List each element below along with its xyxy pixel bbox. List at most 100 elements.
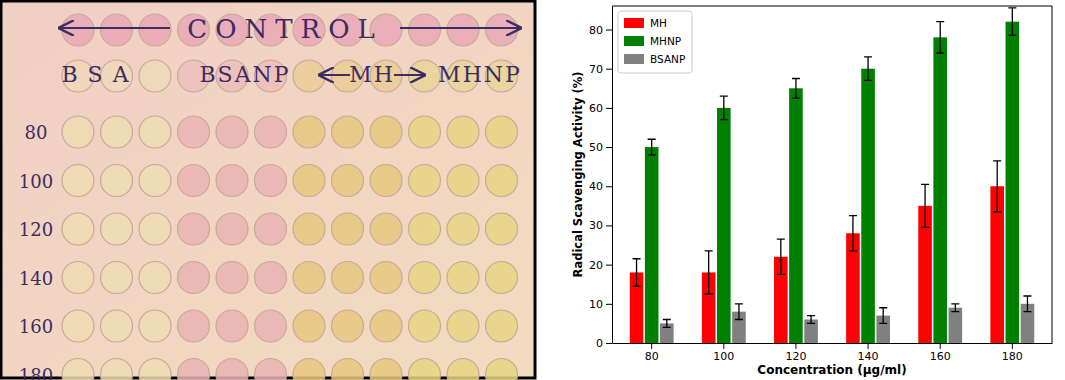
error-bar (720, 96, 728, 120)
legend: MHMHNPBSANP (618, 11, 692, 73)
y-tick-mark (606, 304, 612, 305)
plate-column-label: BSANP (199, 62, 290, 87)
well (255, 213, 287, 245)
x-axis-title: Concentration (µg/ml) (757, 363, 906, 377)
well (409, 262, 441, 294)
error-bar (951, 304, 959, 312)
legend-frame (618, 11, 692, 73)
bar (949, 308, 963, 343)
well (409, 165, 441, 197)
bar (645, 147, 659, 343)
y-tick-label: 60 (589, 102, 603, 115)
well (370, 116, 402, 148)
y-tick-mark (606, 69, 612, 70)
well (332, 262, 364, 294)
arrow (320, 74, 350, 76)
well (139, 213, 171, 245)
well (101, 262, 133, 294)
well (139, 116, 171, 148)
well (139, 60, 171, 92)
well (293, 310, 325, 342)
well (332, 310, 364, 342)
y-tick-label: 40 (589, 180, 603, 193)
well (409, 359, 441, 380)
y-tick-mark (606, 225, 612, 226)
well (255, 359, 287, 380)
y-tick: 80 (589, 24, 612, 37)
plate-row-label: 160 (19, 316, 53, 337)
plate-photo-frame (1, 1, 535, 378)
bar-series (630, 186, 1004, 343)
well (62, 116, 94, 148)
y-axis-line (612, 7, 613, 344)
well (447, 262, 479, 294)
figure: CONTROLBSABSANPMHMHNP8010012014016018001… (0, 0, 1065, 380)
well (332, 359, 364, 380)
y-tick: 50 (589, 141, 612, 154)
y-tick: 10 (589, 298, 612, 311)
error-bar (921, 184, 929, 227)
plate-row-label: 180 (19, 365, 53, 380)
error-bar (849, 216, 857, 251)
y-tick-mark (606, 343, 612, 344)
well (332, 116, 364, 148)
y-tick-label: 10 (589, 298, 603, 311)
x-tick-label: 80 (645, 350, 659, 363)
well (139, 262, 171, 294)
bar (717, 108, 731, 343)
error-bar (633, 259, 641, 286)
y-tick-mark (606, 147, 612, 148)
arrow (60, 27, 170, 29)
well (486, 116, 518, 148)
plate-panel: CONTROLBSABSANPMHMHNP80100120140160180 (1, 1, 535, 380)
well (409, 213, 441, 245)
well (62, 213, 94, 245)
well (293, 165, 325, 197)
well (293, 116, 325, 148)
well (255, 165, 287, 197)
y-tick: 40 (589, 180, 612, 193)
y-axis: 01020304050607080 (589, 7, 613, 351)
well (255, 310, 287, 342)
plate-column-label: MHNP (438, 62, 522, 87)
legend-label: BSANP (650, 53, 685, 65)
well (332, 213, 364, 245)
y-tick-mark (606, 265, 612, 266)
well (447, 14, 479, 46)
x-tick: 80 (645, 343, 659, 363)
well (62, 310, 94, 342)
well (486, 262, 518, 294)
error-bars (633, 161, 1002, 294)
well (139, 165, 171, 197)
plate-row-label: 120 (19, 219, 53, 240)
x-tick: 140 (858, 343, 879, 363)
plate-row-label: 140 (19, 268, 53, 289)
well (293, 213, 325, 245)
x-tick-mark (868, 343, 869, 349)
x-axis-line (613, 343, 1053, 344)
well (447, 116, 479, 148)
legend-swatch (624, 18, 644, 28)
well (216, 262, 248, 294)
well (293, 262, 325, 294)
well (370, 310, 402, 342)
x-tick-label: 140 (858, 350, 879, 363)
y-tick: 20 (589, 259, 612, 272)
legend-swatch (624, 54, 644, 64)
y-tick-mark (606, 186, 612, 187)
arrow (400, 27, 520, 29)
x-tick-mark (1012, 343, 1013, 349)
error-bars (663, 296, 1032, 327)
bar (933, 37, 947, 343)
well (370, 359, 402, 380)
x-tick: 120 (785, 343, 806, 363)
x-tick: 100 (713, 343, 734, 363)
well (255, 262, 287, 294)
y-tick: 0 (596, 337, 612, 350)
well (101, 165, 133, 197)
well (370, 213, 402, 245)
well (178, 359, 210, 380)
plate-row-label: 100 (19, 171, 53, 192)
y-tick-label: 30 (589, 219, 603, 232)
well (139, 359, 171, 380)
